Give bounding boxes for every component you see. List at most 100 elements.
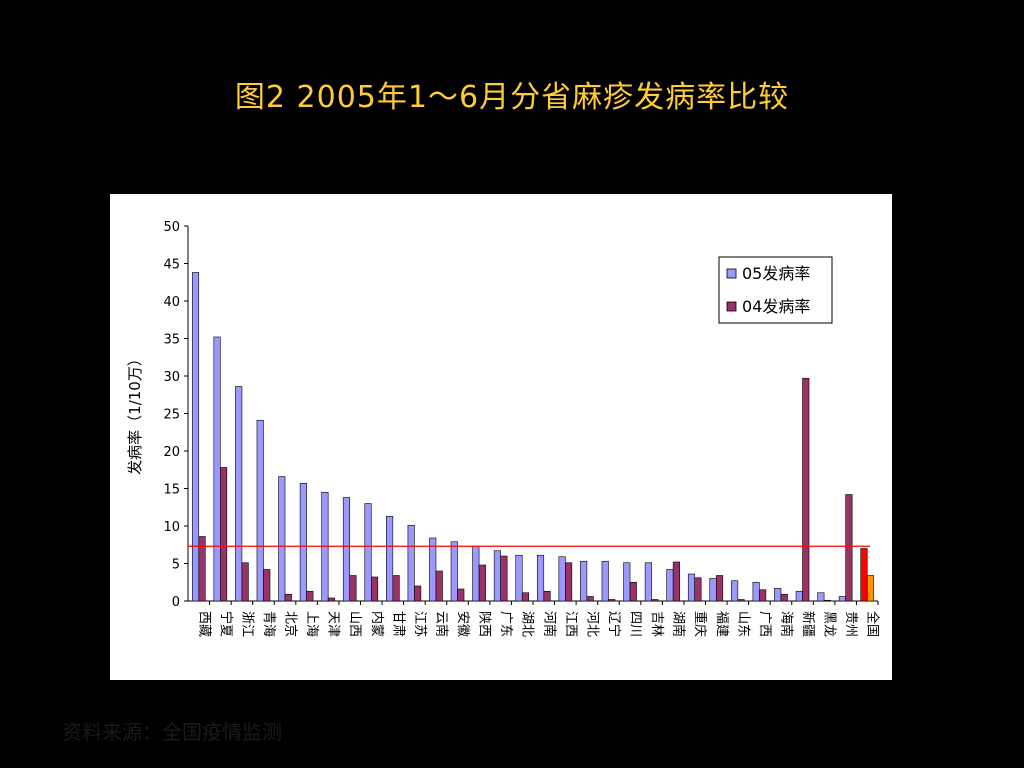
- bar-04: [478, 564, 486, 602]
- bar-05: [235, 386, 243, 602]
- x-tick-label: 新疆: [800, 611, 816, 637]
- legend-swatch-04: [726, 301, 737, 312]
- y-tick-label: 15: [163, 483, 180, 498]
- x-tick-label: 湖北: [520, 611, 535, 637]
- y-tick-label: 0: [172, 595, 180, 610]
- bar-05: [450, 541, 458, 602]
- x-tick-label: 广东: [498, 611, 513, 637]
- x-tick-label: 全国: [865, 611, 881, 637]
- bar-04: [435, 570, 443, 602]
- x-tick-label: 福建: [714, 611, 729, 637]
- legend-swatch-05: [726, 268, 737, 279]
- bar-04: [608, 599, 616, 602]
- bar-04: [327, 597, 335, 602]
- x-tick-label: 河北: [584, 611, 599, 637]
- bar-04: [672, 561, 680, 602]
- x-tick-label: 浙江: [239, 611, 254, 637]
- bar-04: [500, 555, 508, 602]
- bar-05: [644, 562, 652, 602]
- bar-04: [349, 575, 357, 602]
- bar-04: [629, 581, 637, 602]
- bar-04: [715, 575, 724, 602]
- x-tick-label: 湖南: [671, 611, 687, 637]
- incidence-bar-chart: 0 5 10 15 20 25 30 35 40 45 50 西藏 宁夏 浙江 青海 北京 上海 天津 山西 内蒙甘…: [126, 220, 881, 637]
- x-tick-label: 辽宁: [606, 611, 622, 637]
- legend-box: [718, 256, 833, 324]
- bar-05: [752, 581, 760, 602]
- bar-05: [278, 476, 286, 602]
- x-tick-label: 内蒙: [369, 611, 385, 637]
- legend-label-04: 04发病率: [742, 297, 810, 316]
- x-tick-label: 山西: [347, 611, 362, 637]
- x-tick-label: 北京: [283, 611, 298, 637]
- bar-04: [694, 577, 702, 602]
- chart-panel: 0 5 10 15 20 25 30 35 40 45 50 西藏 宁夏 浙江 青海 北京 上海 天津 山西 内蒙甘…: [110, 194, 892, 680]
- y-tick-label: 10: [163, 520, 180, 535]
- x-tick-label: 山东: [735, 611, 750, 637]
- bar-04: [586, 596, 594, 602]
- x-tick-label: 陕西: [477, 611, 492, 637]
- x-tick-label: 吉林: [649, 611, 664, 637]
- bar-05: [256, 419, 264, 602]
- bar-04: [866, 575, 875, 602]
- x-tick-label: 宁夏: [218, 611, 234, 637]
- bar-04: [414, 585, 422, 602]
- bar-04: [759, 589, 767, 602]
- bar-04: [780, 593, 788, 602]
- y-tick-label: 30: [163, 370, 180, 385]
- bar-05: [558, 556, 566, 602]
- bar-05: [386, 515, 394, 602]
- x-tick-label: 安徽: [455, 611, 470, 637]
- bar-05: [407, 524, 415, 602]
- bar-04: [802, 377, 810, 602]
- bars-group: [191, 272, 875, 602]
- y-tick-label: 40: [163, 295, 180, 310]
- bar-05: [191, 272, 200, 602]
- legend-label-05: 05发病率: [742, 264, 810, 283]
- bar-05: [774, 587, 782, 602]
- bar-04: [241, 562, 249, 602]
- source-note: 资料来源：全国疫情监测: [62, 720, 282, 744]
- bar-05: [472, 545, 480, 602]
- bar-04: [543, 590, 551, 602]
- bar-05: [342, 497, 351, 602]
- bar-05: [666, 569, 674, 602]
- y-axis-ticks: 0 5 10 15 20 25 30 35 40 45 50: [163, 220, 188, 610]
- bar-05: [536, 554, 545, 602]
- x-tick-label: 云南: [433, 611, 449, 637]
- bar-05: [709, 578, 717, 602]
- bar-05: [515, 554, 523, 602]
- bar-04: [651, 599, 659, 602]
- bar-05: [817, 592, 825, 602]
- bar-04: [845, 494, 853, 602]
- x-tick-label: 海南: [778, 611, 794, 637]
- x-tick-label: 天津: [326, 611, 341, 637]
- bar-05: [299, 482, 307, 602]
- x-tick-label: 四川: [628, 611, 643, 637]
- bar-05: [795, 590, 803, 602]
- bar-05: [731, 580, 739, 602]
- slide-title: 图2 2005年1～6月分省麻疹发病率比较: [234, 80, 790, 115]
- y-tick-label: 50: [163, 220, 180, 235]
- y-tick-label: 20: [163, 445, 180, 460]
- bar-04: [457, 588, 465, 602]
- legend: 05发病率 04发病率: [718, 256, 833, 324]
- bar-05: [213, 336, 221, 602]
- x-tick-label: 江西: [563, 611, 578, 637]
- bar-04: [737, 599, 745, 602]
- y-tick-label: 25: [163, 408, 180, 423]
- bar-04: [823, 599, 831, 602]
- y-tick-label: 35: [163, 333, 180, 348]
- x-tick-label: 上海: [304, 611, 319, 637]
- bar-05: [838, 596, 846, 602]
- bar-05: [623, 562, 631, 602]
- y-tick-label: 5: [172, 558, 180, 573]
- x-tick-label: 河南: [541, 611, 557, 637]
- bar-05: [687, 573, 696, 602]
- bar-05: [364, 503, 372, 602]
- bar-04: [263, 569, 271, 602]
- x-tick-label: 西藏: [196, 611, 211, 637]
- x-tick-label: 黑龙: [822, 611, 837, 637]
- bar-05: [860, 548, 868, 602]
- bar-04: [521, 592, 530, 602]
